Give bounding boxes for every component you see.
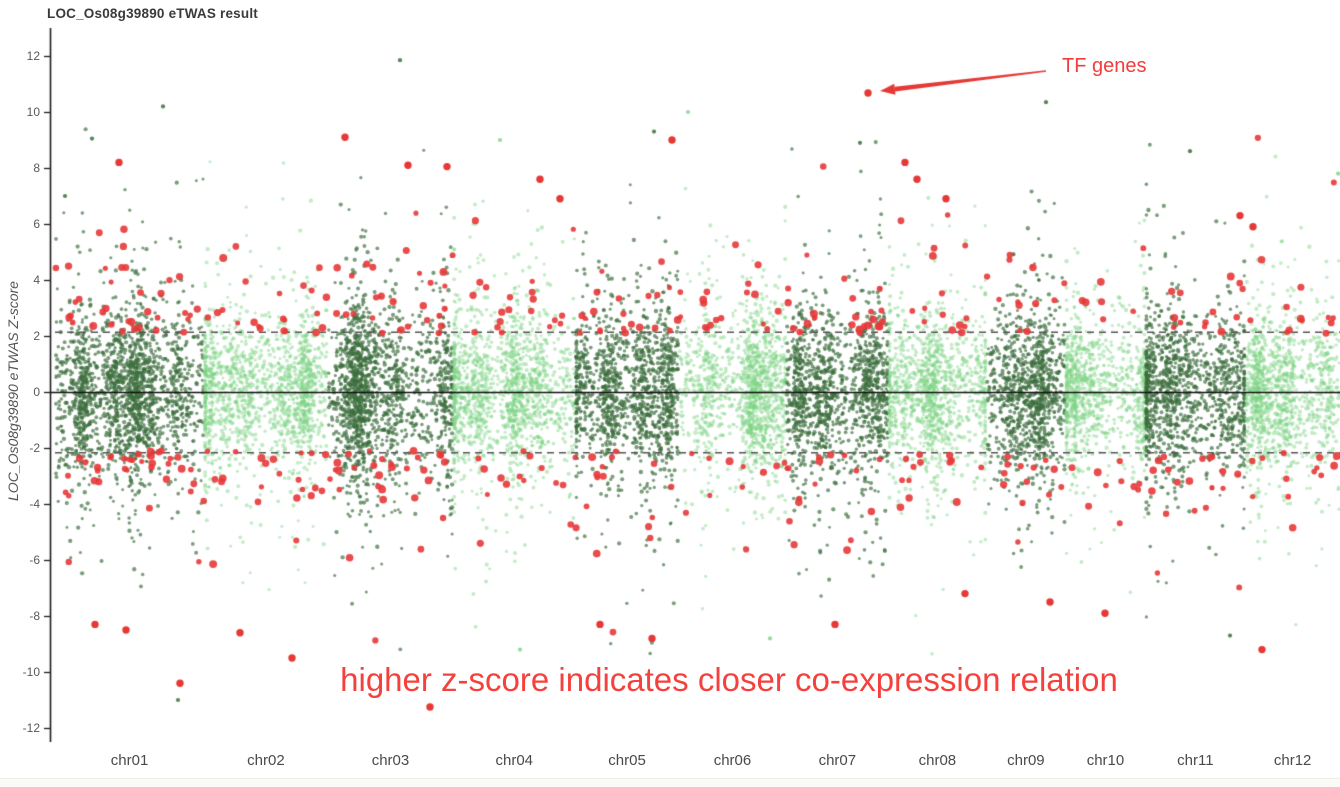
y-axis-tick-label: 12 bbox=[26, 49, 40, 63]
x-axis-chr-label: chr07 bbox=[818, 752, 857, 769]
x-axis-chr-label: chr04 bbox=[495, 752, 534, 769]
chart-title: LOC_Os08g39890 eTWAS result bbox=[47, 6, 258, 21]
zscore-note-annotation: higher z-score indicates closer co-expre… bbox=[340, 661, 1118, 698]
y-axis-tick-label: 2 bbox=[33, 329, 40, 343]
y-axis-tick-label: -12 bbox=[22, 721, 40, 735]
x-axis-chr-label: chr10 bbox=[1086, 752, 1125, 769]
y-axis-tick-label: 0 bbox=[33, 385, 40, 399]
y-axis-tick-label: -6 bbox=[29, 553, 40, 567]
x-axis-chr-label: chr09 bbox=[1007, 752, 1045, 769]
x-axis-chr-label: chr06 bbox=[713, 752, 752, 769]
x-axis-chr-label: chr02 bbox=[247, 752, 285, 769]
x-axis-chr-label: chr03 bbox=[371, 752, 410, 769]
y-axis-tick-label: 8 bbox=[33, 161, 40, 175]
x-axis-chr-label: chr01 bbox=[110, 752, 149, 769]
y-axis-tick-label: -10 bbox=[22, 665, 40, 679]
page-bottom-strip bbox=[0, 778, 1340, 787]
y-axis-tick-label: -4 bbox=[29, 497, 40, 511]
y-axis-tick-label: -8 bbox=[29, 609, 40, 623]
y-axis-tick-label: -2 bbox=[29, 441, 40, 455]
x-axis-chr-label: chr11 bbox=[1177, 752, 1214, 769]
y-axis-tick-label: 6 bbox=[33, 217, 40, 231]
x-axis-chr-label: chr05 bbox=[608, 752, 646, 769]
x-axis-chr-label: chr08 bbox=[918, 752, 957, 769]
x-axis-chr-label: chr12 bbox=[1273, 752, 1312, 769]
y-axis-tick-label: 4 bbox=[33, 273, 40, 287]
y-axis-tick-label: 10 bbox=[26, 105, 40, 119]
tf-genes-annotation: TF genes bbox=[1062, 55, 1147, 77]
